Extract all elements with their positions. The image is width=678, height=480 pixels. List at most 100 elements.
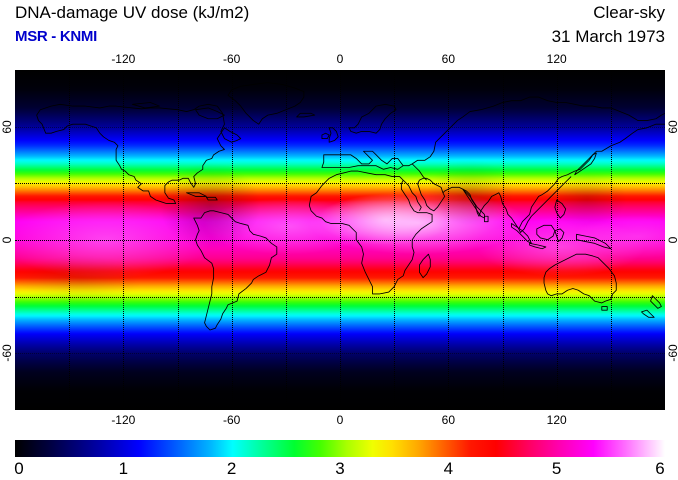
- axis-tick-mark: [350, 410, 384, 413]
- x-axis-tick-label-top: -120: [111, 52, 136, 66]
- coastline-baffin-island: [196, 108, 225, 119]
- coastline-new-zealand: [642, 296, 662, 318]
- gridline-lon-120w: [123, 70, 125, 410]
- x-axis-tick-label-bottom: 0: [336, 413, 344, 427]
- x-axis-tick-label-top: 120: [546, 52, 567, 66]
- coastline-british-isles: [329, 128, 338, 142]
- axis-tick-mark: [512, 410, 547, 413]
- axis-tick-mark: [79, 67, 114, 70]
- axis-tick-mark: [458, 410, 493, 413]
- y-axis-tick-label-left: 60: [0, 119, 14, 134]
- y-axis-tick-label-right: 60: [666, 119, 678, 134]
- coastline-philippines: [555, 200, 566, 218]
- x-axis-tick-label-top: 0: [336, 52, 344, 66]
- axis-tick-mark: [12, 307, 15, 343]
- axis-tick-mark: [404, 410, 439, 413]
- axis-tick-mark: [12, 194, 15, 230]
- coastline-south-america: [194, 211, 277, 330]
- axis-tick-mark: [187, 67, 222, 70]
- x-axis-tick-label-top: 60: [441, 52, 456, 66]
- gridline-lon-0: [340, 70, 341, 410]
- coastline-iceland: [297, 113, 315, 117]
- coastline-africa: [309, 171, 432, 294]
- y-axis-tick-label-left: -60: [0, 344, 14, 362]
- axis-tick-mark: [187, 410, 222, 413]
- gridline-lon-90w: [177, 70, 179, 410]
- axis-tick-mark: [665, 364, 668, 400]
- axis-tick-mark: [621, 410, 655, 413]
- x-axis-tick-label-bottom: 60: [441, 413, 456, 427]
- coastline-asia: [403, 97, 665, 232]
- coastline-tasmania: [602, 307, 607, 311]
- y-axis-tick-label-left: 0: [0, 236, 14, 244]
- gridline-lon-90e: [502, 70, 504, 410]
- coastline-sri-lanka: [484, 216, 488, 221]
- x-axis-tick-label-top: -60: [222, 52, 241, 66]
- gridline-lon-60w: [231, 70, 233, 410]
- coastline-victoria-island: [132, 103, 159, 108]
- gridline-lon-30e: [394, 70, 396, 410]
- colorbar-tick-label: 1: [118, 459, 129, 478]
- colorbar-tick-label: 2: [226, 459, 237, 478]
- date-label: 31 March 1973: [551, 27, 665, 46]
- axis-tick-mark: [458, 67, 493, 70]
- axis-tick-mark: [12, 364, 15, 400]
- axis-tick-mark: [241, 410, 276, 413]
- axis-tick-mark: [25, 410, 59, 413]
- coastline-ireland: [322, 133, 329, 138]
- uv-dose-map: [15, 70, 665, 410]
- axis-tick-mark: [512, 67, 547, 70]
- coastline-cuba: [187, 193, 207, 197]
- coastline-scandinavia: [349, 104, 396, 133]
- coastline-australia: [544, 254, 616, 303]
- axis-tick-mark: [25, 67, 59, 70]
- x-axis-tick-label-bottom: 120: [546, 413, 567, 427]
- y-axis-tick-label-right: 0: [666, 237, 678, 244]
- axis-tick-mark: [665, 194, 668, 230]
- data-source-label: MSR - KNMI: [15, 28, 97, 45]
- coastline-new-guinea: [577, 234, 611, 248]
- axis-tick-mark: [133, 410, 168, 413]
- colorbar-tick-label: 0: [14, 459, 24, 478]
- axis-tick-mark: [296, 67, 330, 70]
- coastline-java: [530, 243, 546, 248]
- page-title-text: DNA-damage UV dose (kJ/m2): [15, 3, 250, 22]
- gridline-lon-60e: [448, 70, 450, 410]
- axis-tick-mark: [665, 250, 668, 286]
- sky-condition-label: Clear-sky: [593, 3, 665, 22]
- axis-tick-mark: [665, 80, 668, 116]
- axis-tick-mark: [621, 67, 655, 70]
- coastline-madagascar: [419, 254, 430, 277]
- colorbar-tick-label: 5: [551, 459, 562, 478]
- axis-tick-mark: [566, 67, 601, 70]
- gridline-lon-150e: [610, 70, 612, 410]
- coastline-borneo: [537, 225, 555, 239]
- coastline-hispaniola: [206, 197, 217, 200]
- coastline-overlay: [15, 70, 665, 395]
- axis-tick-mark: [79, 410, 114, 413]
- coastline-japan: [575, 153, 597, 175]
- colorbar-tick-label: 6: [655, 459, 665, 478]
- axis-tick-mark: [12, 250, 15, 286]
- colorbar-gradient: [15, 440, 665, 457]
- coastline-sumatra: [512, 223, 532, 243]
- coastline-sulawesi: [555, 229, 564, 242]
- coastline-north-america: [37, 104, 241, 203]
- colorbar-tick-label: 3: [335, 459, 345, 478]
- y-axis-tick-label-right: -60: [666, 344, 678, 362]
- x-axis-tick-label-bottom: -60: [222, 413, 241, 427]
- x-axis-tick-label-bottom: -120: [111, 413, 136, 427]
- coastline-greenland: [228, 83, 304, 125]
- gridline-lon-30w: [285, 70, 287, 410]
- axis-tick-mark: [12, 137, 15, 173]
- gridline-lon-120e: [556, 70, 558, 410]
- axis-tick-mark: [12, 80, 15, 116]
- axis-tick-mark: [241, 67, 276, 70]
- axis-tick-mark: [133, 67, 168, 70]
- axis-tick-mark: [404, 67, 439, 70]
- axis-tick-mark: [665, 307, 668, 343]
- coastline-india-arabia: [463, 189, 485, 218]
- coastline-europe: [322, 151, 403, 169]
- axis-tick-mark: [296, 410, 330, 413]
- axis-tick-mark: [665, 137, 668, 173]
